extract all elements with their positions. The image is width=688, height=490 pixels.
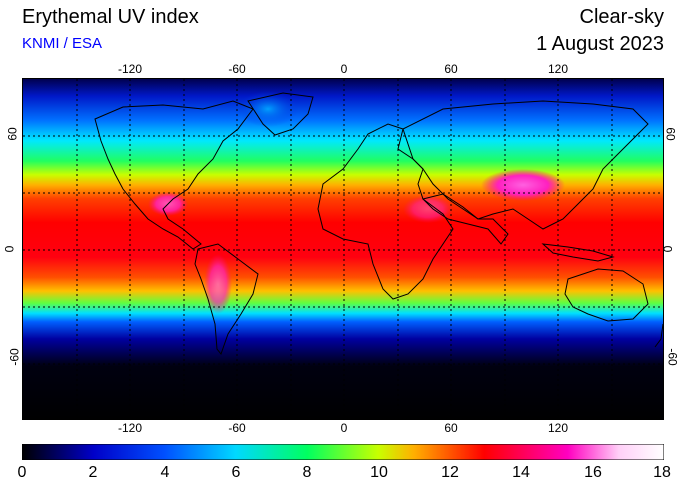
lon-tick-bottom: 60 — [444, 421, 458, 435]
colorbar-label: 10 — [370, 464, 388, 481]
colorbar-label: 14 — [512, 464, 530, 481]
date-label: 1 August 2023 — [536, 33, 664, 55]
colorbar-label: 12 — [441, 464, 459, 481]
lon-tick-bottom: 0 — [340, 421, 348, 435]
lat-tick-right: 60 — [663, 127, 678, 141]
lat-tick-left: 0 — [2, 245, 17, 253]
lon-tick-bottom: -60 — [228, 421, 246, 435]
colorbar-svg — [21, 443, 665, 461]
colorbar-label: 4 — [160, 464, 170, 481]
lat-tick-left: 60 — [5, 127, 20, 141]
source-label: KNMI / ESA — [22, 35, 103, 52]
colorbar-label: 6 — [231, 464, 241, 481]
uv-map-svg — [23, 79, 663, 419]
colorbar — [21, 443, 665, 461]
lon-tick-bottom: 120 — [547, 421, 569, 435]
lon-tick-bottom: -120 — [117, 421, 143, 435]
lon-tick-top: 60 — [444, 62, 458, 76]
colorbar-label: 16 — [584, 464, 602, 481]
colorbar-label: 0 — [17, 464, 27, 481]
colorbar-label: 18 — [653, 464, 671, 481]
lat-tick-right: -60 — [665, 348, 680, 366]
map-title: Erythemal UV index — [22, 6, 199, 28]
lon-tick-top: 120 — [547, 62, 569, 76]
lon-tick-top: -60 — [228, 62, 246, 76]
lon-tick-top: -120 — [117, 62, 143, 76]
colorbar-label: 2 — [88, 464, 98, 481]
lat-tick-left: -60 — [7, 348, 22, 366]
condition-label: Clear-sky — [579, 6, 664, 28]
lon-tick-top: 0 — [340, 62, 348, 76]
colorbar-label: 8 — [302, 464, 312, 481]
uv-map — [22, 78, 664, 420]
coastlines — [94, 92, 663, 356]
graticule — [23, 79, 663, 419]
